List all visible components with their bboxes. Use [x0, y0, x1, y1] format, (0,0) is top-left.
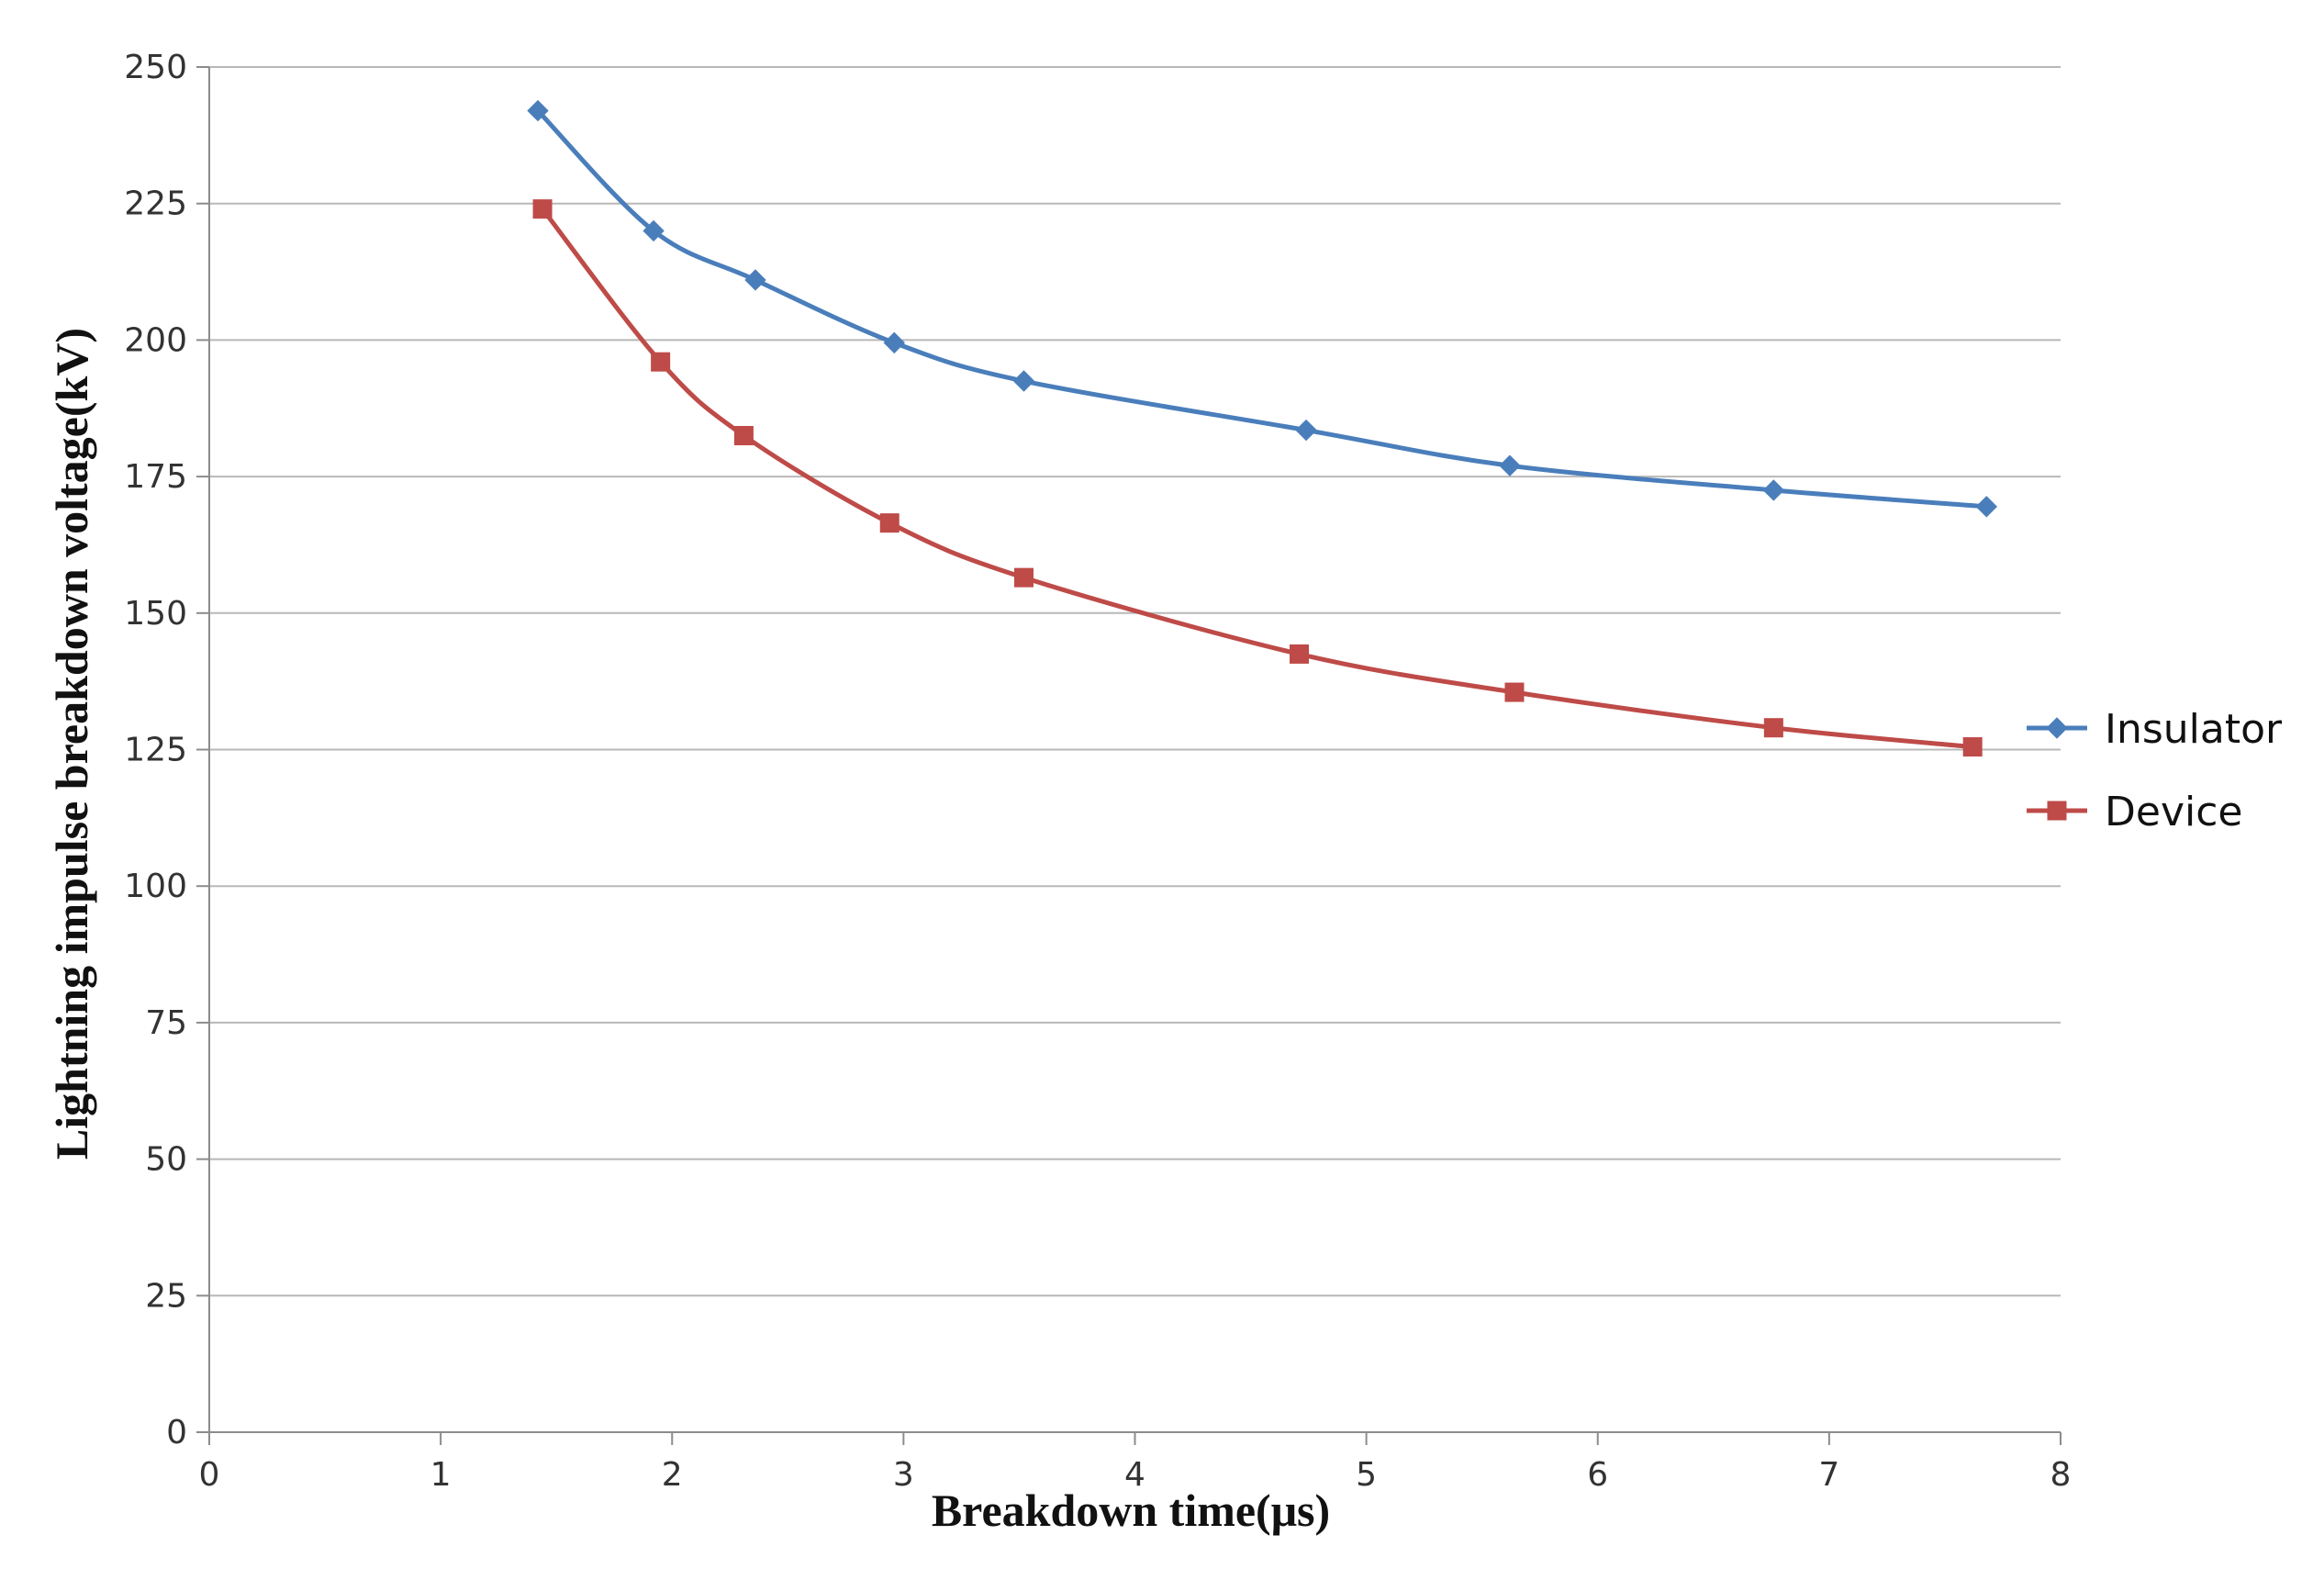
- legend-marker-insulator: [2046, 717, 2068, 739]
- x-tick-label-3: 3: [893, 1456, 914, 1494]
- y-tick-label-100: 100: [124, 868, 187, 905]
- series-layer: [527, 99, 1998, 757]
- x-tick-label-4: 4: [1124, 1456, 1145, 1494]
- legend-marker-device: [2047, 801, 2067, 821]
- series-line-device: [540, 207, 1975, 750]
- data-point-device-8: [1962, 737, 1983, 757]
- data-point-device-0: [532, 199, 553, 219]
- y-tick-label-125: 125: [124, 732, 187, 769]
- y-axis-title: Lightning impulse breakdown voltage(kV): [46, 328, 97, 1160]
- legend-label-insulator: Insulator: [2105, 706, 2283, 753]
- data-point-insulator-2: [744, 269, 766, 291]
- y-tick-label-0: 0: [166, 1414, 187, 1451]
- data-point-device-3: [879, 513, 899, 533]
- data-point-device-5: [1290, 644, 1310, 664]
- data-point-device-7: [1763, 718, 1783, 738]
- x-tick-label-2: 2: [662, 1456, 683, 1494]
- data-point-insulator-7: [1762, 479, 1785, 501]
- y-tick-label-225: 225: [124, 185, 187, 223]
- x-tick-label-0: 0: [199, 1456, 220, 1494]
- grid-lines: [209, 66, 2061, 1297]
- data-point-device-4: [1013, 567, 1034, 588]
- data-point-device-6: [1504, 682, 1525, 702]
- y-tick-label-175: 175: [124, 458, 187, 496]
- x-tick-label-7: 7: [1818, 1456, 1839, 1494]
- series-insulator: [527, 99, 1998, 518]
- y-tick-label-200: 200: [124, 321, 187, 359]
- data-point-insulator-5: [1295, 419, 1317, 442]
- data-point-insulator-3: [883, 331, 905, 354]
- data-point-insulator-0: [527, 99, 549, 122]
- y-tick-label-150: 150: [124, 595, 187, 633]
- y-tick-label-50: 50: [145, 1141, 187, 1179]
- data-point-insulator-4: [1012, 370, 1035, 392]
- data-point-insulator-6: [1499, 454, 1521, 476]
- legend-item-insulator: Insulator: [2027, 706, 2283, 753]
- series-device: [532, 199, 1983, 757]
- data-point-insulator-1: [642, 219, 665, 242]
- data-point-device-2: [733, 425, 754, 445]
- legend-item-device: Device: [2027, 789, 2242, 835]
- x-axis-title: Breakdown time(μs): [932, 1485, 1330, 1536]
- axes: 0 25 50 75 100 125 150 175 200 225 250 0 1 2 3 4 5 6 7 8: [124, 49, 2071, 1494]
- y-tick-label-75: 75: [145, 1004, 187, 1042]
- data-point-device-1: [651, 352, 671, 372]
- legend: Insulator Device: [2027, 706, 2283, 835]
- x-tick-label-1: 1: [430, 1456, 452, 1494]
- data-point-insulator-8: [1975, 496, 1998, 518]
- x-tick-label-6: 6: [1587, 1456, 1608, 1494]
- legend-label-device: Device: [2105, 789, 2242, 835]
- y-tick-label-250: 250: [124, 49, 187, 86]
- series-line-insulator: [535, 108, 1989, 510]
- y-tick-label-25: 25: [145, 1277, 187, 1315]
- x-tick-label-5: 5: [1356, 1456, 1377, 1494]
- x-tick-label-8: 8: [2050, 1456, 2072, 1494]
